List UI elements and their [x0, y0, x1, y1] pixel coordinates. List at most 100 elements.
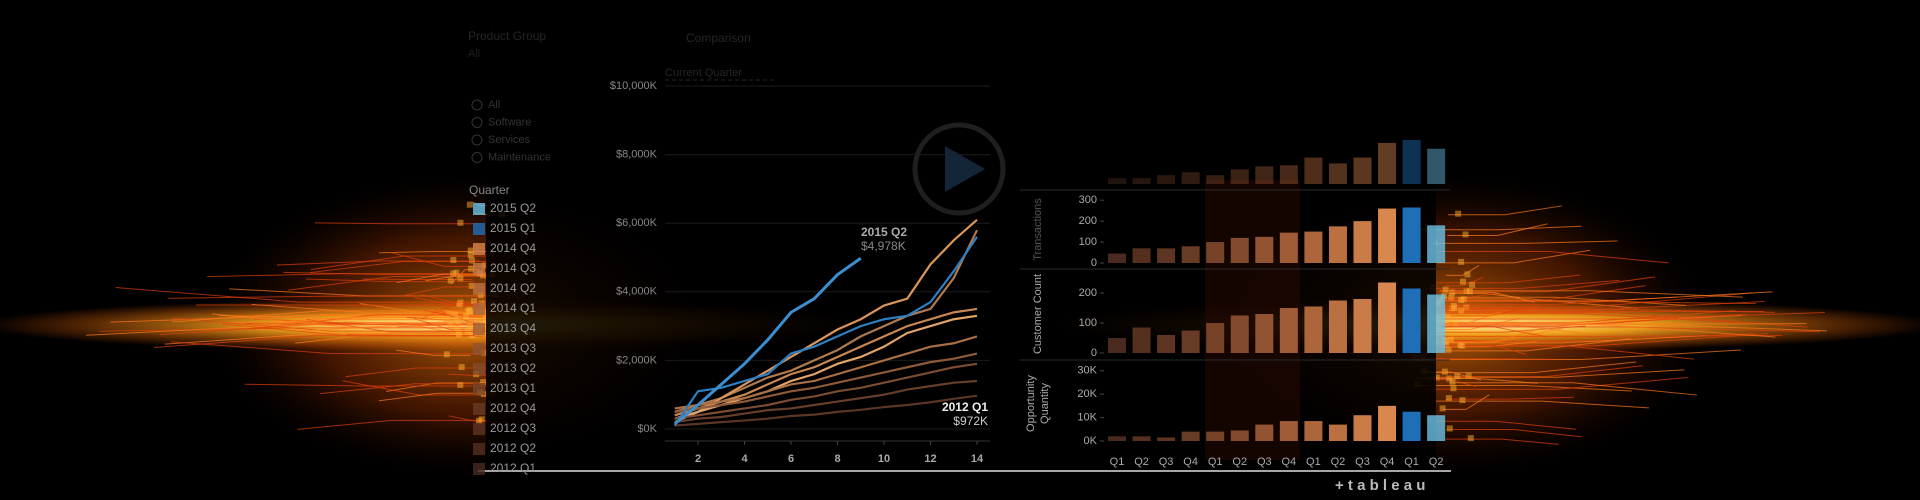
- radio-button[interactable]: [471, 99, 483, 111]
- legend-swatch[interactable]: [473, 343, 485, 355]
- circuit-line: [242, 317, 507, 327]
- circuit-cell: [1460, 278, 1467, 285]
- circuit-cell: [450, 270, 457, 277]
- circuit-line: [244, 383, 488, 387]
- filter-title: Quarter: [469, 183, 510, 197]
- bar: [1279, 232, 1298, 263]
- line-series: [674, 335, 978, 410]
- circuit-cell: [470, 298, 477, 305]
- radio-button[interactable]: [471, 134, 483, 146]
- legend-swatch[interactable]: [473, 383, 485, 395]
- circuit-line: [1430, 251, 1669, 264]
- x-tick-label: Q4: [1183, 456, 1198, 468]
- circuit-cell: [466, 306, 473, 313]
- circuit-line: [295, 332, 475, 344]
- circuit-cell: [1457, 341, 1464, 348]
- annotation-title: 2015 Q2: [861, 225, 907, 239]
- circuit-line: [219, 314, 506, 321]
- circuit-line: [1439, 326, 1547, 338]
- circuit-line: [1445, 265, 1480, 276]
- circuit-cell: [1464, 271, 1471, 278]
- circuit-line: [1433, 317, 1678, 327]
- x-tick-label: Q1: [1208, 456, 1223, 468]
- circuit-cell: [1446, 425, 1453, 432]
- legend-swatch[interactable]: [473, 403, 485, 415]
- legend-label: 2012 Q3: [490, 421, 536, 435]
- y-tick-label: $8,000K: [616, 149, 658, 161]
- play-button[interactable]: [912, 122, 1006, 216]
- circuit-line: [1421, 338, 1631, 352]
- bar: [1108, 253, 1126, 263]
- bar: [1279, 165, 1298, 184]
- legend-swatch[interactable]: [473, 263, 485, 275]
- bar: [1255, 166, 1274, 184]
- legend-swatch[interactable]: [473, 203, 485, 215]
- circuit-line: [1429, 240, 1618, 244]
- circuit-cell: [1446, 375, 1453, 382]
- circuit-line: [1426, 292, 1754, 308]
- circuit-line: [1439, 290, 1743, 298]
- legend-swatch[interactable]: [473, 243, 485, 255]
- circuit-line: [211, 313, 483, 328]
- circuit-line: [396, 273, 487, 284]
- y-tick-label: 300: [1079, 194, 1097, 206]
- legend-label: 2014 Q1: [490, 301, 536, 315]
- circuit-line: [1449, 382, 1698, 396]
- bar: [1353, 299, 1372, 353]
- filter-value: All: [468, 48, 480, 60]
- circuit-cell: [1447, 336, 1454, 343]
- bar: [1230, 237, 1249, 263]
- radio-button[interactable]: [471, 117, 483, 128]
- circuit-line: [170, 341, 493, 355]
- radio-button[interactable]: [471, 152, 483, 163]
- circuit-cell: [1458, 307, 1465, 314]
- legend-swatch[interactable]: [473, 323, 485, 335]
- bar: [1427, 225, 1446, 263]
- circuit-cell: [466, 201, 473, 208]
- circuit-line: [310, 255, 499, 270]
- y-tick-label: 200: [1079, 287, 1097, 299]
- legend-swatch[interactable]: [473, 463, 485, 475]
- circuit-cell: [1454, 373, 1461, 380]
- filter-value: Current Quarter: [665, 67, 742, 79]
- circuit-cell: [1445, 395, 1452, 402]
- x-tick-label: Q1: [1306, 456, 1321, 468]
- circuit-cell: [457, 219, 464, 226]
- legend-swatch[interactable]: [473, 443, 485, 455]
- bar: [1328, 300, 1347, 353]
- x-tick-label: Q2: [1331, 456, 1346, 468]
- y-tick-label: 100: [1079, 236, 1097, 248]
- y-tick-label: 100: [1079, 317, 1097, 329]
- panel-label: Transactions: [1032, 198, 1044, 261]
- circuit-cell: [456, 301, 463, 308]
- circuit-cell: [463, 312, 470, 319]
- circuit-cell: [468, 265, 475, 272]
- circuit-line: [221, 323, 484, 337]
- legend-swatch[interactable]: [473, 223, 485, 235]
- y-tick-label: 20K: [1077, 388, 1097, 400]
- legend-swatch[interactable]: [473, 423, 485, 435]
- bar: [1230, 169, 1249, 184]
- bar: [1255, 236, 1274, 263]
- line-series: [673, 236, 978, 427]
- bar: [1132, 248, 1151, 263]
- legend-swatch[interactable]: [473, 283, 485, 295]
- circuit-line: [1448, 205, 1562, 216]
- circuit-cell: [1469, 281, 1476, 288]
- legend-swatch[interactable]: [473, 363, 485, 375]
- bar: [1304, 421, 1323, 441]
- circuit-line: [1444, 276, 1484, 287]
- legend-label: 2012 Q4: [490, 401, 536, 415]
- legend-swatch[interactable]: [473, 303, 485, 315]
- circuit-cell: [443, 351, 450, 358]
- bar: [1157, 437, 1176, 441]
- circuit-line: [172, 310, 471, 323]
- circuit-line: [1434, 400, 1649, 409]
- bar: [1206, 323, 1225, 353]
- circuit-line: [99, 327, 499, 332]
- x-tick-label: 8: [834, 453, 840, 465]
- circuit-line: [1438, 327, 1546, 343]
- bar: [1206, 431, 1225, 441]
- radio-label: All: [488, 99, 500, 111]
- bar: [1353, 415, 1372, 441]
